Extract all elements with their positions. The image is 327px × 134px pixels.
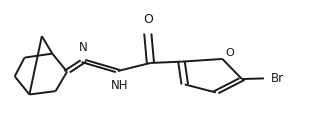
- Text: O: O: [143, 13, 153, 26]
- Text: Br: Br: [270, 72, 284, 85]
- Text: NH: NH: [111, 79, 128, 92]
- Text: O: O: [226, 48, 234, 58]
- Text: N: N: [79, 41, 88, 54]
